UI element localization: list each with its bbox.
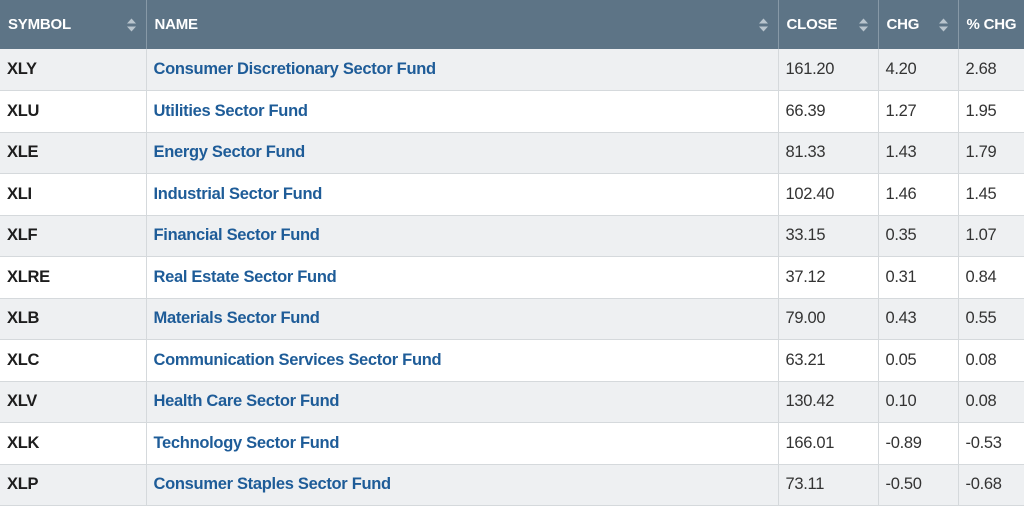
pct-chg-cell: 0.08	[958, 339, 1024, 382]
symbol-cell: XLI	[0, 173, 147, 216]
chg-cell: 1.43	[878, 132, 959, 174]
fund-name-link[interactable]: Utilities Sector Fund	[153, 101, 308, 120]
close-cell: 161.20	[778, 49, 879, 91]
name-cell: Consumer Discretionary Sector Fund	[146, 49, 779, 91]
pct-chg-cell: 0.84	[958, 256, 1024, 299]
fund-name-link[interactable]: Consumer Staples Sector Fund	[153, 475, 392, 494]
chg-cell: 0.31	[878, 256, 959, 299]
pct-chg-cell: 1.45	[958, 173, 1024, 216]
column-header-symbol[interactable]: SYMBOL	[0, 0, 147, 49]
fund-name-link[interactable]: Consumer Discretionary Sector Fund	[153, 60, 437, 78]
column-header-chg-label: CHG	[886, 16, 920, 33]
table-body: XLY Consumer Discretionary Sector Fund 1…	[0, 49, 1024, 506]
symbol-cell: XLRE	[0, 256, 147, 299]
pct-chg-cell: -0.53	[958, 422, 1024, 465]
table-header: SYMBOL NAME CLOSE CHG	[0, 0, 1024, 49]
fund-name-link[interactable]: Communication Services Sector Fund	[153, 350, 442, 369]
symbol-cell: XLP	[0, 464, 147, 506]
chg-cell: 0.43	[878, 298, 959, 340]
fund-name-link[interactable]: Technology Sector Fund	[153, 433, 340, 452]
pct-chg-cell: 2.68	[958, 49, 1024, 91]
symbol-cell: XLU	[0, 90, 147, 133]
close-cell: 33.15	[778, 215, 879, 257]
table-row: XLB Materials Sector Fund 79.00 0.43 0.5…	[0, 298, 1024, 340]
column-header-pct-chg-label: % CHG	[966, 16, 1017, 33]
column-header-close[interactable]: CLOSE	[778, 0, 879, 49]
close-cell: 166.01	[778, 422, 879, 465]
table-row: XLK Technology Sector Fund 166.01 -0.89 …	[0, 422, 1024, 465]
pct-chg-cell: 1.95	[958, 90, 1024, 133]
column-header-name[interactable]: NAME	[146, 0, 779, 49]
table-row: XLY Consumer Discretionary Sector Fund 1…	[0, 49, 1024, 91]
name-cell: Financial Sector Fund	[146, 215, 779, 257]
table-row: XLRE Real Estate Sector Fund 37.12 0.31 …	[0, 256, 1024, 299]
chg-cell: 0.35	[878, 215, 959, 257]
fund-name-link[interactable]: Health Care Sector Fund	[153, 392, 340, 411]
sort-arrows-icon[interactable]	[938, 18, 948, 31]
symbol-cell: XLV	[0, 381, 147, 423]
chg-cell: 1.46	[878, 173, 959, 216]
pct-chg-cell: -0.68	[958, 464, 1024, 506]
fund-name-link[interactable]: Real Estate Sector Fund	[153, 267, 337, 286]
close-cell: 63.21	[778, 339, 879, 382]
close-cell: 81.33	[778, 132, 879, 174]
table-row: XLP Consumer Staples Sector Fund 73.11 -…	[0, 464, 1024, 506]
sort-arrows-icon[interactable]	[758, 18, 768, 31]
close-cell: 79.00	[778, 298, 879, 340]
header-row: SYMBOL NAME CLOSE CHG	[0, 0, 1024, 49]
symbol-cell: XLB	[0, 298, 147, 340]
name-cell: Utilities Sector Fund	[146, 90, 779, 133]
chg-cell: 0.10	[878, 381, 959, 423]
symbol-cell: XLF	[0, 215, 147, 257]
symbol-cell: XLY	[0, 49, 147, 91]
table-row: XLV Health Care Sector Fund 130.42 0.10 …	[0, 381, 1024, 423]
name-cell: Industrial Sector Fund	[146, 173, 779, 216]
table-row: XLU Utilities Sector Fund 66.39 1.27 1.9…	[0, 90, 1024, 133]
table-row: XLF Financial Sector Fund 33.15 0.35 1.0…	[0, 215, 1024, 257]
symbol-cell: XLK	[0, 422, 147, 465]
table-row: XLI Industrial Sector Fund 102.40 1.46 1…	[0, 173, 1024, 216]
name-cell: Energy Sector Fund	[146, 132, 779, 174]
pct-chg-cell: 0.08	[958, 381, 1024, 423]
name-cell: Technology Sector Fund	[146, 422, 779, 465]
fund-name-link[interactable]: Industrial Sector Fund	[153, 184, 323, 203]
close-cell: 66.39	[778, 90, 879, 133]
name-cell: Consumer Staples Sector Fund	[146, 464, 779, 506]
chg-cell: -0.89	[878, 422, 959, 465]
chg-cell: 0.05	[878, 339, 959, 382]
column-header-chg[interactable]: CHG	[878, 0, 959, 49]
name-cell: Communication Services Sector Fund	[146, 339, 779, 382]
close-cell: 102.40	[778, 173, 879, 216]
chg-cell: -0.50	[878, 464, 959, 506]
close-cell: 73.11	[778, 464, 879, 506]
column-header-pct-chg[interactable]: % CHG	[958, 0, 1024, 49]
fund-name-link[interactable]: Financial Sector Fund	[153, 226, 320, 245]
fund-name-link[interactable]: Materials Sector Fund	[153, 309, 320, 328]
column-header-name-label: NAME	[154, 16, 199, 33]
sort-arrows-icon[interactable]	[858, 18, 868, 31]
chg-cell: 1.27	[878, 90, 959, 133]
chg-cell: 4.20	[878, 49, 959, 91]
name-cell: Health Care Sector Fund	[146, 381, 779, 423]
name-cell: Real Estate Sector Fund	[146, 256, 779, 299]
close-cell: 130.42	[778, 381, 879, 423]
table-row: XLC Communication Services Sector Fund 6…	[0, 339, 1024, 382]
sort-arrows-icon[interactable]	[126, 18, 136, 31]
pct-chg-cell: 1.79	[958, 132, 1024, 174]
column-header-close-label: CLOSE	[786, 16, 838, 33]
column-header-symbol-label: SYMBOL	[8, 16, 71, 33]
symbol-cell: XLE	[0, 132, 147, 174]
table-row: XLE Energy Sector Fund 81.33 1.43 1.79	[0, 132, 1024, 174]
symbol-cell: XLC	[0, 339, 147, 382]
pct-chg-cell: 1.07	[958, 215, 1024, 257]
close-cell: 37.12	[778, 256, 879, 299]
name-cell: Materials Sector Fund	[146, 298, 779, 340]
pct-chg-cell: 0.55	[958, 298, 1024, 340]
fund-name-link[interactable]: Energy Sector Fund	[153, 143, 306, 162]
